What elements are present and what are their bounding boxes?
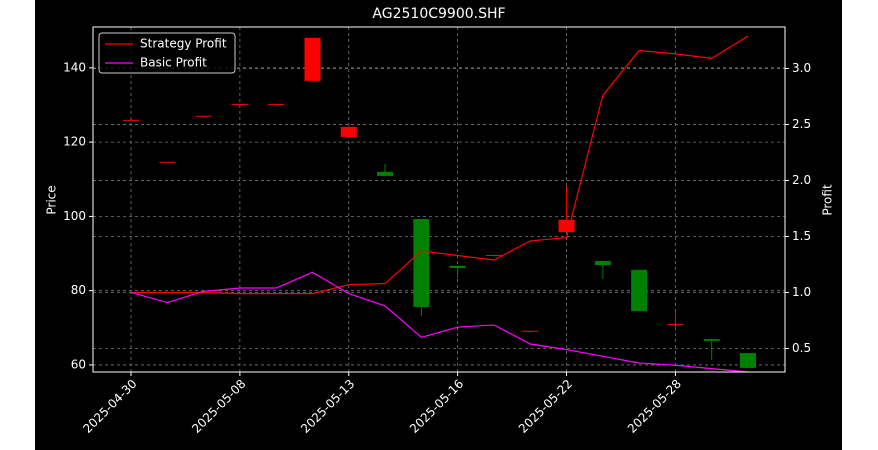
y2-tick-label: 2.5 bbox=[792, 117, 811, 131]
candle-body bbox=[304, 37, 321, 81]
candle-body bbox=[631, 269, 648, 312]
candle-body bbox=[123, 119, 139, 121]
y2-tick-label: 1.5 bbox=[792, 229, 811, 243]
candle-body bbox=[377, 171, 394, 176]
y-tick-label: 60 bbox=[71, 357, 86, 371]
candle-body bbox=[703, 338, 720, 341]
y-tick-label: 100 bbox=[63, 209, 86, 223]
y2-tick-label: 2.0 bbox=[792, 173, 811, 187]
candle-body bbox=[594, 260, 611, 266]
y2-axis-label: Profit bbox=[821, 184, 835, 216]
candle-body bbox=[667, 324, 684, 326]
candle-body bbox=[485, 255, 502, 257]
y2-tick-label: 0.5 bbox=[792, 341, 811, 355]
candle-body bbox=[231, 103, 248, 105]
candle-body bbox=[558, 219, 575, 232]
y-tick-label: 80 bbox=[71, 283, 86, 297]
y-axis-label: Price bbox=[45, 185, 59, 214]
candle-body bbox=[195, 115, 212, 117]
profit-line bbox=[131, 35, 749, 295]
legend-label: Basic Profit bbox=[140, 56, 207, 70]
legend-label: Strategy Profit bbox=[140, 37, 227, 51]
candle-body bbox=[268, 103, 285, 105]
candle-body bbox=[413, 218, 430, 308]
candle-body bbox=[522, 330, 539, 332]
plot-frame bbox=[92, 26, 786, 373]
figure-background bbox=[35, 0, 842, 450]
y2-tick-label: 1.0 bbox=[792, 285, 811, 299]
y-tick-label: 120 bbox=[63, 135, 86, 149]
candle-body bbox=[740, 353, 756, 368]
profit-line bbox=[130, 271, 749, 373]
chart-title: AG2510C9900.SHF bbox=[372, 6, 505, 22]
candle-body bbox=[449, 265, 466, 269]
y-tick-label: 140 bbox=[63, 60, 86, 74]
y2-tick-label: 3.0 bbox=[792, 61, 811, 75]
legend: Strategy Profit Basic Profit bbox=[98, 32, 236, 74]
candle-body bbox=[159, 161, 176, 163]
candle-body bbox=[340, 126, 357, 137]
